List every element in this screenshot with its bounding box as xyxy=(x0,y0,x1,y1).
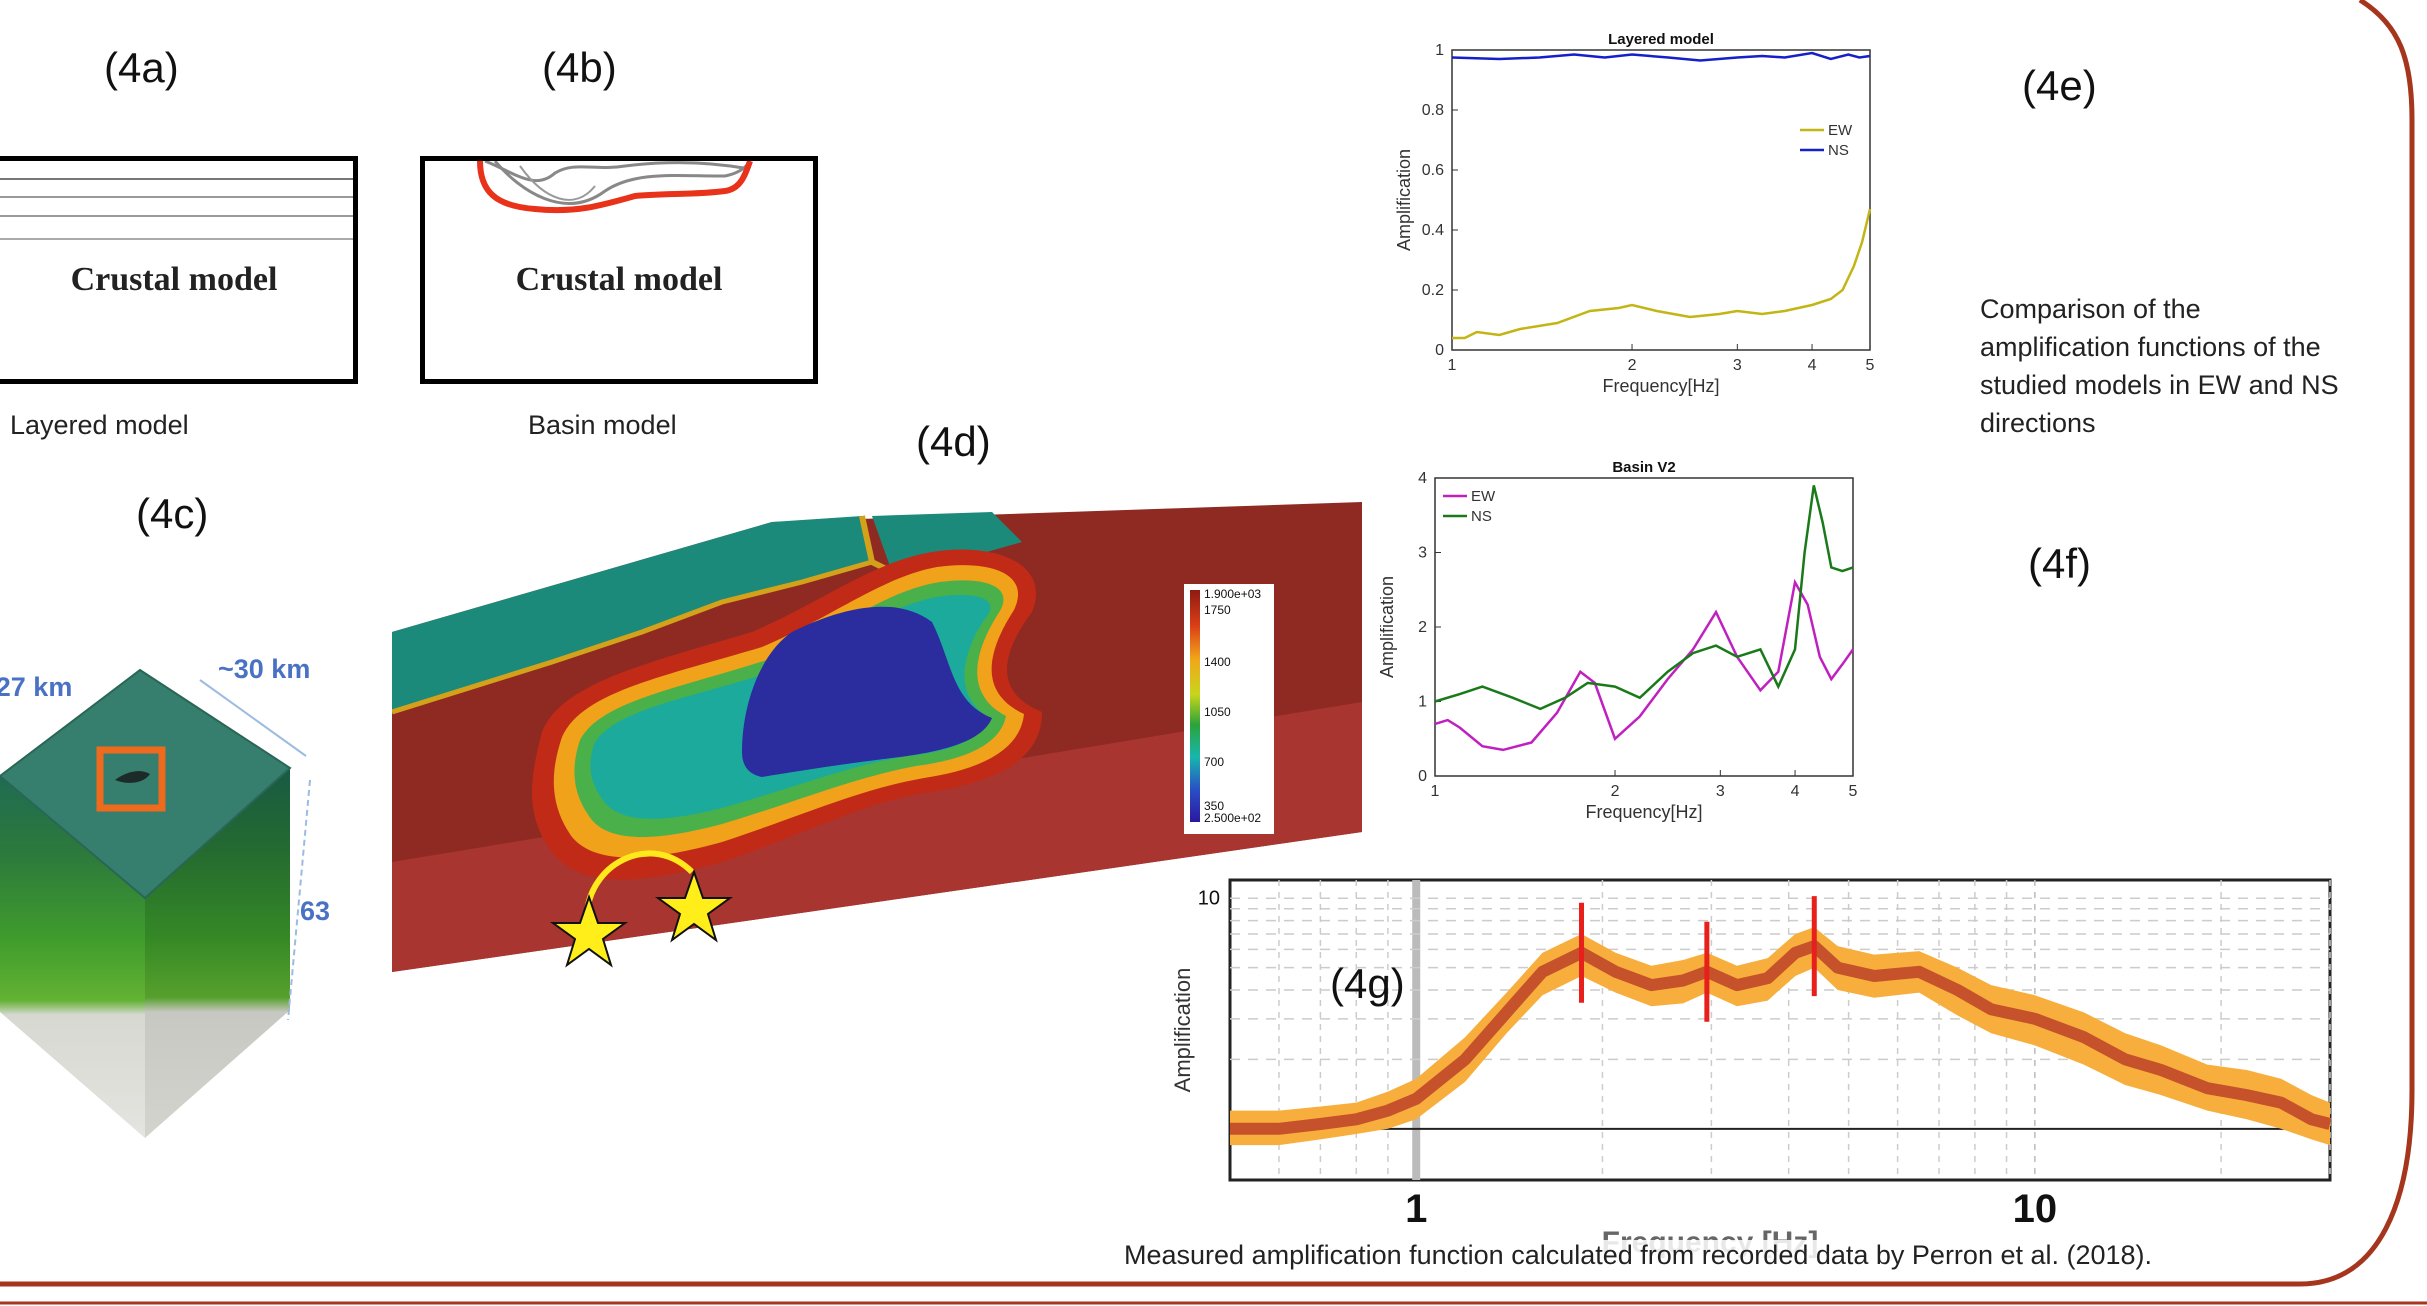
dim-arrow-b xyxy=(199,679,307,757)
colorbar-ticks: 1.900e+03 1750 1400 1050 700 350 2.500e+… xyxy=(1204,587,1261,825)
label-4f: (4f) xyxy=(2028,540,2091,587)
dim-label-c: 63 km xyxy=(300,896,330,926)
basin-caption: Basin model xyxy=(528,410,677,440)
comparison-description: Comparison of the amplification function… xyxy=(1980,294,2339,438)
layered-model-box: Crustal model xyxy=(0,156,358,384)
y-tick-label: 0.4 xyxy=(1422,222,1444,239)
x-axis-label: Frequency[Hz] xyxy=(1585,802,1702,822)
label-4e: (4e) xyxy=(2022,62,2097,109)
basin-red-boundary xyxy=(477,161,753,214)
y-tick-label: 0.2 xyxy=(1422,282,1444,299)
cb-tick-5: 350 xyxy=(1204,799,1224,813)
label-4d: (4d) xyxy=(916,418,991,465)
x-tick-label: 1 xyxy=(1431,783,1440,800)
layered-amplification-chart: Layered model Frequency[Hz] Amplificatio… xyxy=(1394,31,1875,396)
cb-tick-1: 1750 xyxy=(1204,603,1231,617)
crust-3d-block: ~27 km ~30 km 63 km xyxy=(0,654,330,1138)
y-tick-label: 4 xyxy=(1418,470,1427,487)
basin-outline xyxy=(477,161,753,214)
label-4c: (4c) xyxy=(136,490,209,537)
cb-tick-6: 2.500e+02 xyxy=(1204,811,1261,825)
mean-amplification-line xyxy=(1230,940,2332,1135)
source-star xyxy=(549,893,629,968)
y-tick-label: 0 xyxy=(1435,342,1444,359)
x-tick-label: 4 xyxy=(1808,357,1817,374)
legend-label: EW xyxy=(1828,122,1853,139)
y-tick-label: 0 xyxy=(1418,768,1427,785)
x-tick-label: 5 xyxy=(1849,783,1858,800)
y-tick-label: 1 xyxy=(1418,694,1427,711)
y-tick-label: 1 xyxy=(1435,42,1444,59)
label-4b: (4b) xyxy=(542,44,617,91)
layered-lines xyxy=(0,178,353,240)
basin-amplification-chart: Basin V2 Frequency[Hz] Amplification 1 2 3… xyxy=(1380,459,1858,822)
chart-title: Basin V2 xyxy=(1612,459,1675,476)
series-line-ew xyxy=(1434,578,1855,752)
x-tick-label: 2 xyxy=(1611,783,1620,800)
study-area-box xyxy=(96,746,166,812)
y-tick-label: 10 xyxy=(1198,887,1220,909)
y-tick-label: 0.8 xyxy=(1422,102,1444,119)
label-4a: (4a) xyxy=(104,44,179,91)
layered-caption: Layered model xyxy=(10,410,189,440)
y-tick-label: 2 xyxy=(1418,619,1427,636)
series-line-ew xyxy=(1452,208,1872,340)
legend-label: EW xyxy=(1471,488,1496,505)
legend-label: NS xyxy=(1471,508,1492,525)
cb-tick-2: 1400 xyxy=(1204,655,1231,669)
block-left-side xyxy=(0,776,145,1138)
x-tick-label: 1 xyxy=(1448,357,1457,374)
dim-arrow-c xyxy=(287,779,311,1021)
plot-frame xyxy=(1228,878,2332,1182)
legend-label: NS xyxy=(1828,142,1849,159)
label-4g: (4g) xyxy=(1330,960,1405,1007)
y-tick-label: 0.6 xyxy=(1422,162,1444,179)
x-tick-label: 10 xyxy=(2013,1187,2058,1231)
dim-label-b: ~30 km xyxy=(218,654,310,684)
plot-frame xyxy=(1434,477,1854,777)
x-tick-label: 1 xyxy=(1405,1187,1427,1231)
wave-path-arrow xyxy=(584,850,695,913)
block-top xyxy=(0,668,292,900)
x-tick-label: 4 xyxy=(1791,783,1800,800)
x-axis-label: Frequency[Hz] xyxy=(1602,376,1719,396)
upper-teal-layer-2 xyxy=(872,512,1022,572)
cb-tick-4: 700 xyxy=(1204,755,1224,769)
plot-frame xyxy=(1451,49,1871,351)
y-axis-label: Amplification xyxy=(1394,149,1414,251)
measured-caption: Measured amplification function calculat… xyxy=(1120,1240,2157,1271)
basin-3d-velocity-model: 1.900e+03 1750 1400 1050 700 350 2.500e+… xyxy=(392,502,1362,972)
basin-deep-blue xyxy=(742,606,992,777)
model-front-face xyxy=(392,702,1362,972)
basin-crustal-text: Crustal model xyxy=(515,261,723,298)
chart-title: Layered model xyxy=(1608,31,1714,48)
receiver-star xyxy=(654,868,734,943)
block-right-side xyxy=(145,768,290,1138)
dim-label-a: ~27 km xyxy=(0,672,72,702)
cb-tick-0: 1.900e+03 xyxy=(1204,587,1261,601)
study-area-basin xyxy=(115,771,150,783)
basin-model-box: Crustal model xyxy=(420,156,818,384)
y-axis-label: Amplification xyxy=(1380,576,1397,678)
x-tick-label: 3 xyxy=(1733,357,1742,374)
colorbar-gradient xyxy=(1190,590,1200,822)
cb-tick-3: 1050 xyxy=(1204,705,1231,719)
series-line-ns xyxy=(1451,51,1871,62)
x-tick-label: 2 xyxy=(1628,357,1637,374)
series-line-ns xyxy=(1434,485,1854,711)
layered-crustal-text: Crustal model xyxy=(70,261,278,298)
y-tick-label: 3 xyxy=(1418,545,1427,562)
x-tick-label: 5 xyxy=(1866,357,1875,374)
x-tick-label: 3 xyxy=(1716,783,1725,800)
upper-teal-layer xyxy=(392,516,872,712)
y-axis-label: Amplification xyxy=(1170,968,1195,1093)
